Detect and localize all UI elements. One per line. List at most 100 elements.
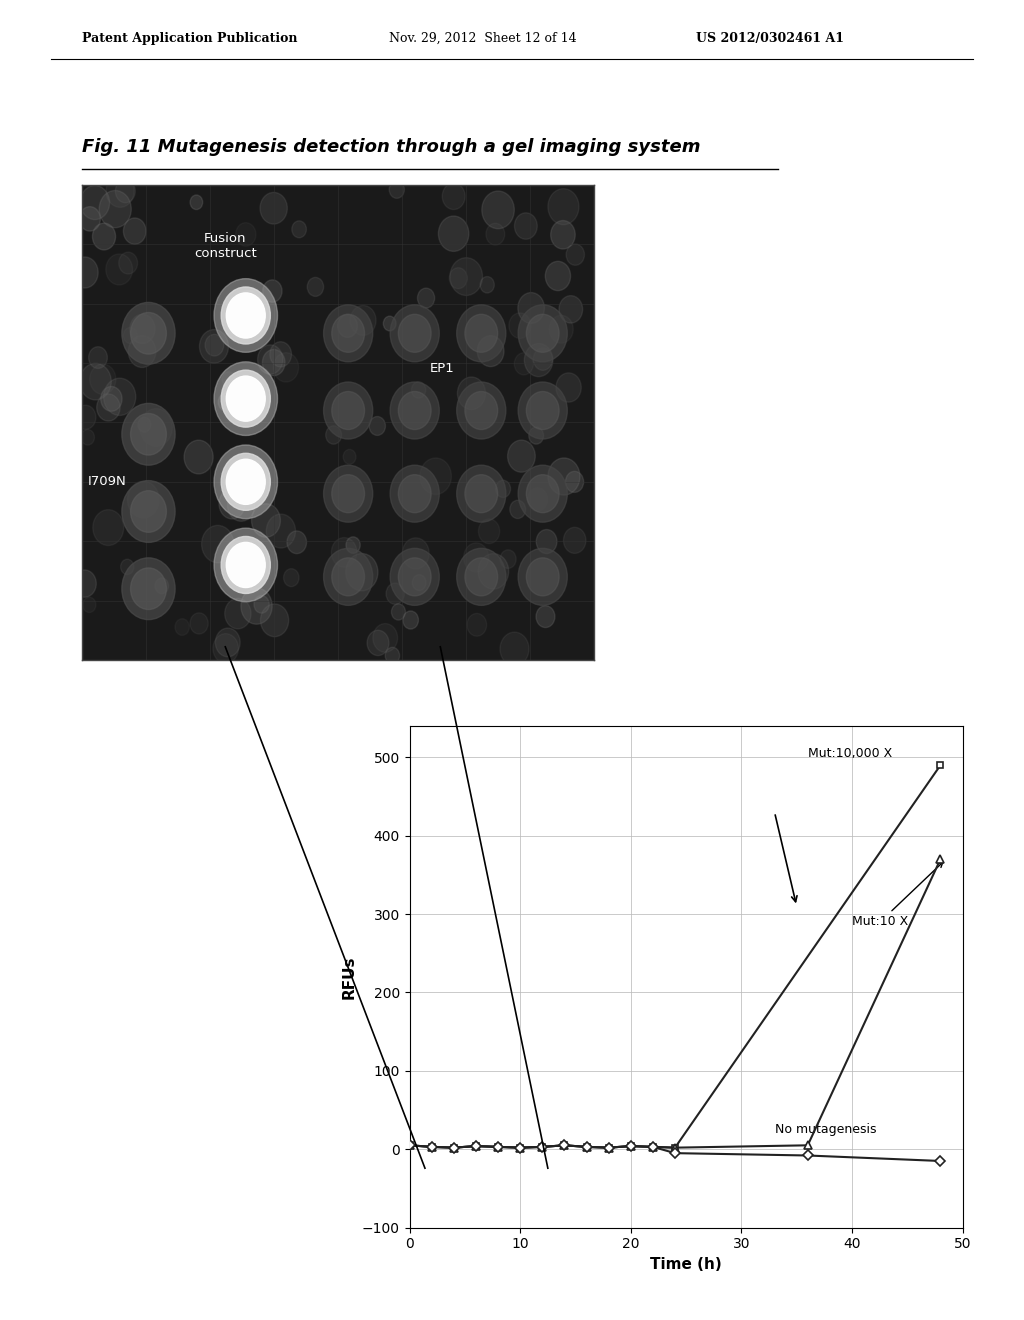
Circle shape [346,553,378,591]
Circle shape [413,574,426,590]
Circle shape [386,583,404,605]
Circle shape [326,426,342,445]
Circle shape [89,347,108,368]
Circle shape [385,647,399,664]
Circle shape [263,280,282,302]
Circle shape [81,429,94,445]
Circle shape [563,527,586,553]
Circle shape [260,193,288,224]
Circle shape [99,190,131,227]
Circle shape [390,465,439,523]
Circle shape [391,603,406,620]
Circle shape [219,488,245,519]
Circle shape [119,252,137,275]
Circle shape [262,350,285,376]
Circle shape [80,363,112,400]
Circle shape [338,314,357,338]
Circle shape [565,471,584,492]
Circle shape [96,393,120,421]
Circle shape [526,558,559,595]
Circle shape [73,570,96,597]
Circle shape [465,475,498,512]
Circle shape [155,578,169,594]
Circle shape [458,378,485,409]
Text: I709N: I709N [88,475,127,488]
Circle shape [518,293,545,323]
Text: EP1: EP1 [430,363,455,375]
Circle shape [518,465,567,523]
Circle shape [457,465,506,523]
Circle shape [467,614,486,636]
Circle shape [226,376,265,421]
Circle shape [270,342,292,367]
Circle shape [100,387,122,412]
Circle shape [514,213,538,239]
Circle shape [273,352,299,381]
Text: Fig. 11 Mutagenesis detection through a gel imaging system: Fig. 11 Mutagenesis detection through a … [82,137,700,156]
Circle shape [214,279,278,352]
Circle shape [390,305,439,362]
Circle shape [524,343,553,376]
Circle shape [90,364,116,395]
Circle shape [482,191,514,228]
Circle shape [402,537,429,569]
Circle shape [343,449,356,465]
Circle shape [72,257,98,288]
Circle shape [214,362,278,436]
Circle shape [307,277,324,297]
Circle shape [526,392,559,429]
Circle shape [514,352,534,375]
Circle shape [128,335,156,367]
Circle shape [518,305,567,362]
Circle shape [398,314,431,352]
Circle shape [412,381,426,399]
Circle shape [200,330,228,363]
Circle shape [556,372,582,403]
Circle shape [480,277,495,293]
Circle shape [93,510,124,545]
Text: Fusion
construct: Fusion construct [194,232,257,260]
Circle shape [509,313,530,338]
Circle shape [518,381,567,440]
Text: Nov. 29, 2012  Sheet 12 of 14: Nov. 29, 2012 Sheet 12 of 14 [389,32,577,45]
Circle shape [398,475,431,512]
Circle shape [130,314,155,343]
Circle shape [389,181,404,198]
Circle shape [205,334,224,356]
Text: Mut:10 X: Mut:10 X [852,862,943,928]
Circle shape [222,372,236,387]
Circle shape [122,480,175,543]
Circle shape [548,189,579,224]
Circle shape [457,305,506,362]
Circle shape [478,553,509,589]
Circle shape [226,459,265,504]
Circle shape [526,314,559,352]
Circle shape [122,404,175,465]
Circle shape [465,392,498,429]
Circle shape [324,305,373,362]
Circle shape [442,183,465,210]
Circle shape [528,428,544,444]
Circle shape [438,216,469,251]
Circle shape [252,504,281,537]
Circle shape [496,480,511,498]
Circle shape [332,392,365,429]
Circle shape [124,327,137,343]
Circle shape [457,548,506,606]
Circle shape [138,417,151,432]
Circle shape [221,286,270,345]
Circle shape [214,445,278,519]
Circle shape [546,261,570,290]
Circle shape [518,548,567,606]
Circle shape [350,305,376,335]
Circle shape [287,531,306,553]
Circle shape [465,558,498,595]
Circle shape [122,302,175,364]
Circle shape [551,220,575,249]
Circle shape [486,223,505,246]
Circle shape [92,223,116,249]
Circle shape [105,253,132,285]
Circle shape [131,313,166,354]
Y-axis label: RFUs: RFUs [341,956,356,998]
Text: No mutagenesis: No mutagenesis [774,1123,877,1137]
